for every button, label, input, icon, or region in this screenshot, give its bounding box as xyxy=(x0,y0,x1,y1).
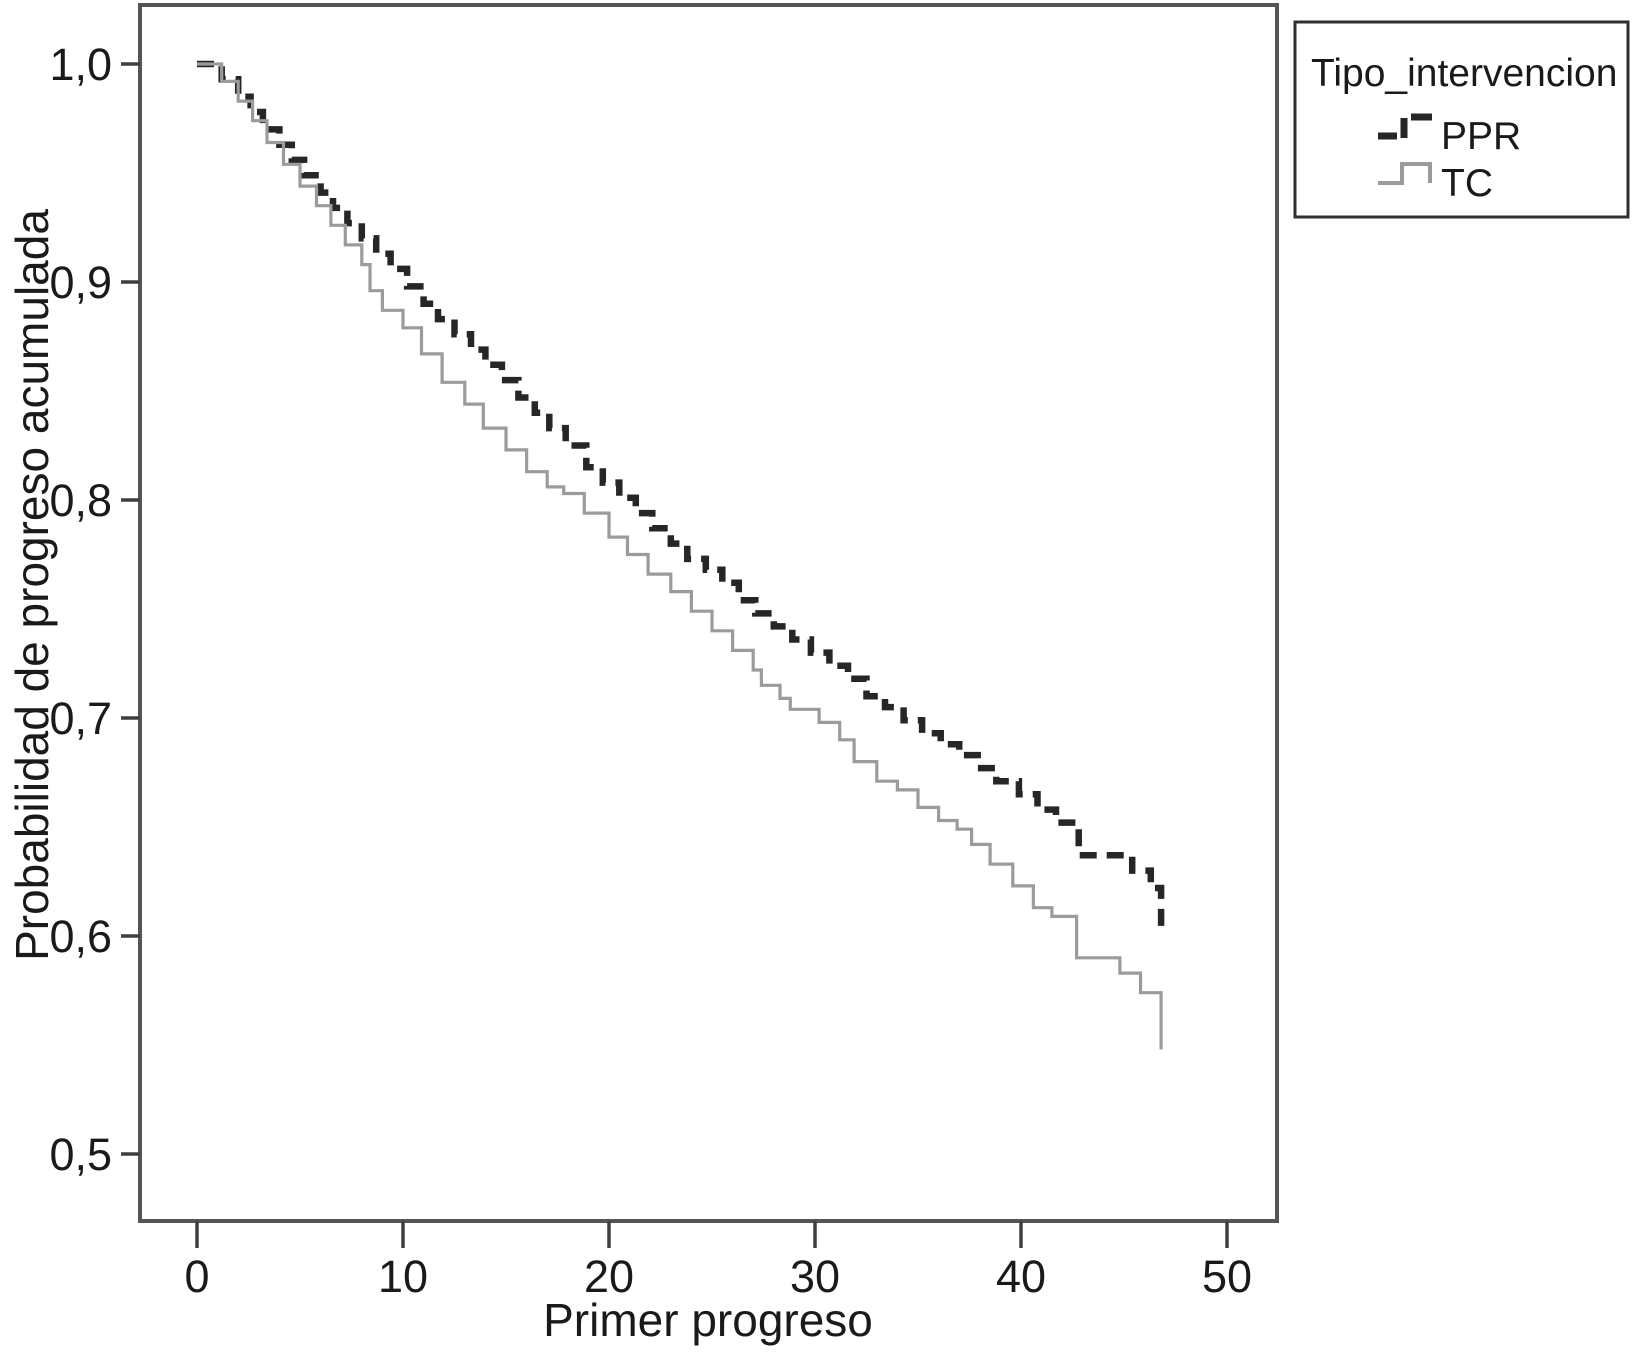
y-axis-title: Probabilidad de progreso acumulada xyxy=(6,209,58,961)
x-tick-label: 20 xyxy=(584,1251,634,1302)
y-tick-label: 0,9 xyxy=(49,257,112,308)
legend-title: Tipo_intervencion xyxy=(1311,52,1617,95)
y-tick-label: 0,8 xyxy=(49,475,112,526)
legend-sample-solid-line xyxy=(1378,162,1432,185)
y-tick-label: 0,6 xyxy=(49,911,112,962)
data-curves xyxy=(197,60,1165,1050)
x-tick-label: 0 xyxy=(184,1251,209,1302)
y-tick-label: 0,7 xyxy=(49,693,112,744)
curve-tc xyxy=(197,62,1163,1050)
plot-area-border xyxy=(138,3,1279,1223)
legend-label-ppr: PPR xyxy=(1441,115,1521,158)
x-axis-title: Primer progreso xyxy=(543,1294,873,1346)
legend-label-tc: TC xyxy=(1441,162,1493,205)
x-axis: 0 10 20 30 40 50 xyxy=(184,1221,1252,1302)
x-tick-label: 30 xyxy=(790,1251,840,1302)
legend-box: Tipo_intervencion PPR TC xyxy=(1293,20,1630,219)
y-tick-label: 0,5 xyxy=(49,1129,112,1180)
legend-border xyxy=(1293,20,1630,219)
legend-sample-dashed-line xyxy=(1378,113,1432,140)
x-tick-label: 50 xyxy=(1202,1251,1252,1302)
x-tick-label: 40 xyxy=(996,1251,1046,1302)
x-tick-label: 10 xyxy=(378,1251,428,1302)
curve-ppr xyxy=(197,60,1165,928)
y-axis: 1,0 0,9 0,8 0,7 0,6 0,5 xyxy=(49,39,140,1180)
y-tick-label: 1,0 xyxy=(49,39,112,90)
